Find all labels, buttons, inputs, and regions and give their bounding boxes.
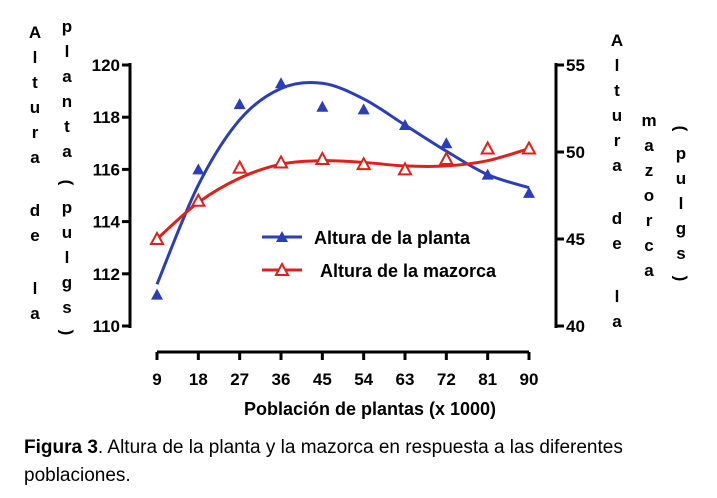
- y-right-label-col3: (p u l g s): [671, 125, 691, 282]
- data-point: [438, 150, 455, 165]
- y-left-tick-label: 116: [93, 160, 120, 179]
- x-axis-label: Población de plantas (x 1000): [244, 399, 496, 419]
- chart: 110 112 114 116 118 120 40 45 50 55 9 18 27 36 45 54 63 7…: [92, 56, 585, 419]
- series-line: [156, 147, 530, 241]
- data-point: [357, 103, 370, 115]
- y-left-label-col2: p l a n t a(p u l g s): [57, 17, 77, 336]
- y-right-tick-label: 55: [566, 56, 585, 75]
- data-point: [233, 98, 246, 110]
- data-point: [231, 159, 248, 174]
- y-right-tick-label: 45: [566, 230, 585, 249]
- data-point: [521, 140, 537, 155]
- y-left-tick-label: 120: [92, 56, 120, 75]
- caption-text: . Altura de la planta y la mazorca en re…: [24, 437, 623, 486]
- legend-label-mazorca: Altura de la mazorca: [320, 261, 497, 281]
- x-tick-label: 54: [354, 370, 373, 389]
- data-point: [316, 100, 329, 112]
- y-right-tick-label: 40: [566, 317, 585, 336]
- x-tick-label: 27: [230, 370, 249, 389]
- x-tick-label: 63: [396, 370, 415, 389]
- y-left-tick-label: 118: [93, 108, 120, 127]
- data-point: [399, 119, 411, 131]
- x-tick-label: 45: [313, 370, 332, 389]
- series-planta: [151, 77, 535, 300]
- data-point: [275, 77, 287, 89]
- data-point: [149, 230, 165, 245]
- data-point: [479, 140, 496, 155]
- chart-axes: 110 112 114 116 118 120 40 45 50 55 9 18 27 36 45 54 63 7…: [92, 56, 585, 389]
- data-point: [440, 137, 453, 149]
- data-point: [397, 161, 413, 176]
- data-point: [523, 186, 535, 198]
- data-point: [192, 163, 205, 175]
- y-right-tick-label: 50: [566, 143, 585, 162]
- x-tick-label: 81: [478, 370, 497, 389]
- legend-marker-mazorca: [274, 261, 290, 276]
- data-point: [273, 154, 289, 169]
- y-left-tick-label: 114: [93, 213, 121, 232]
- data-point: [481, 168, 494, 180]
- x-tick-label: 72: [437, 370, 456, 389]
- x-tick-label: 18: [189, 370, 208, 389]
- data-point: [314, 150, 331, 165]
- data-point: [151, 288, 163, 300]
- x-tick-label: 36: [272, 370, 291, 389]
- series-layer: [149, 77, 537, 300]
- series-line: [155, 80, 530, 285]
- y-left-tick-label: 112: [93, 265, 120, 284]
- data-point: [355, 156, 372, 171]
- legend: Altura de la planta Altura de la mazorca: [262, 228, 497, 281]
- caption-label: Figura 3: [24, 437, 98, 458]
- x-tick-label: 9: [152, 370, 161, 389]
- x-tick-label: 90: [520, 370, 539, 389]
- data-point: [190, 192, 207, 207]
- legend-label-planta: Altura de la planta: [314, 228, 471, 248]
- y-left-tick-label: 110: [93, 317, 120, 336]
- series-mazorca: [149, 140, 537, 245]
- legend-marker-planta: [276, 231, 288, 242]
- figure-caption: Figura 3. Altura de la planta y la mazor…: [24, 434, 664, 490]
